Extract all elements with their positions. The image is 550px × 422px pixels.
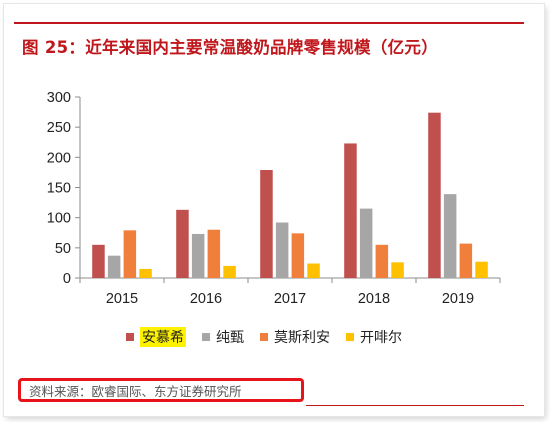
bar-2018-3	[375, 244, 389, 278]
source-box: 资料来源：欧睿国际、东方证券研究所	[18, 378, 304, 402]
y-tick-label: 0	[63, 271, 71, 287]
bar-2016-1	[176, 209, 189, 278]
legend-item-chunzhen: 纯甄	[202, 327, 244, 347]
top-rule	[14, 22, 524, 24]
legend-swatch-chunzhen	[202, 333, 210, 341]
chart-legend: 安慕希 纯甄 莫斯利安 开啡尔	[126, 326, 418, 348]
bottom-rule	[306, 405, 524, 406]
bar-2019-2	[443, 194, 457, 278]
legend-swatch-anmuxi	[126, 333, 134, 341]
legend-label-chunzhen: 纯甄	[216, 330, 244, 346]
legend-swatch-kaifeier	[346, 333, 354, 341]
legend-label-kaifeier: 开啡尔	[360, 330, 402, 346]
legend-item-mosiliyan: 莫斯利安	[260, 327, 330, 347]
y-tick-label: 200	[47, 150, 71, 166]
legend-item-anmuxi: 安慕希	[126, 327, 186, 347]
source-text: 资料来源：欧睿国际、东方证券研究所	[29, 383, 242, 399]
bar-2015-4	[139, 268, 152, 278]
bar-2018-1	[344, 143, 357, 278]
x-tick-label: 2017	[274, 291, 306, 307]
x-tick-label: 2019	[442, 291, 474, 307]
bar-2018-2	[359, 208, 373, 278]
y-tick-label: 50	[55, 241, 71, 257]
bar-2017-3	[291, 233, 305, 278]
y-tick-label: 100	[47, 211, 71, 227]
legend-item-kaifeier: 开啡尔	[346, 327, 402, 347]
bar-2016-2	[191, 233, 205, 278]
figure-title: 图 25：近年来国内主要常温酸奶品牌零售规模（亿元）	[22, 38, 439, 57]
legend-label-anmuxi: 安慕希	[140, 327, 186, 347]
y-tick-label: 150	[47, 181, 71, 197]
bar-2015-2	[107, 255, 121, 278]
bar-2015-1	[92, 244, 105, 278]
bar-2017-1	[260, 170, 273, 278]
bar-2016-3	[207, 229, 221, 278]
legend-label-mosiliyan: 莫斯利安	[274, 330, 330, 346]
bar-2016-4	[223, 265, 236, 278]
x-tick-label: 2016	[190, 291, 222, 307]
bar-2017-2	[275, 222, 289, 278]
bar-2015-3	[123, 230, 137, 278]
bar-2017-4	[307, 263, 320, 278]
x-tick-label: 2018	[358, 291, 390, 307]
x-tick-label: 2015	[106, 291, 138, 307]
y-tick-label: 250	[47, 120, 71, 136]
bar-2019-3	[459, 243, 473, 278]
bar-2019-4	[475, 261, 488, 278]
y-tick-label: 300	[47, 90, 71, 106]
bar-2018-4	[391, 262, 404, 278]
bar-2019-1	[428, 112, 441, 278]
legend-swatch-mosiliyan	[260, 333, 268, 341]
